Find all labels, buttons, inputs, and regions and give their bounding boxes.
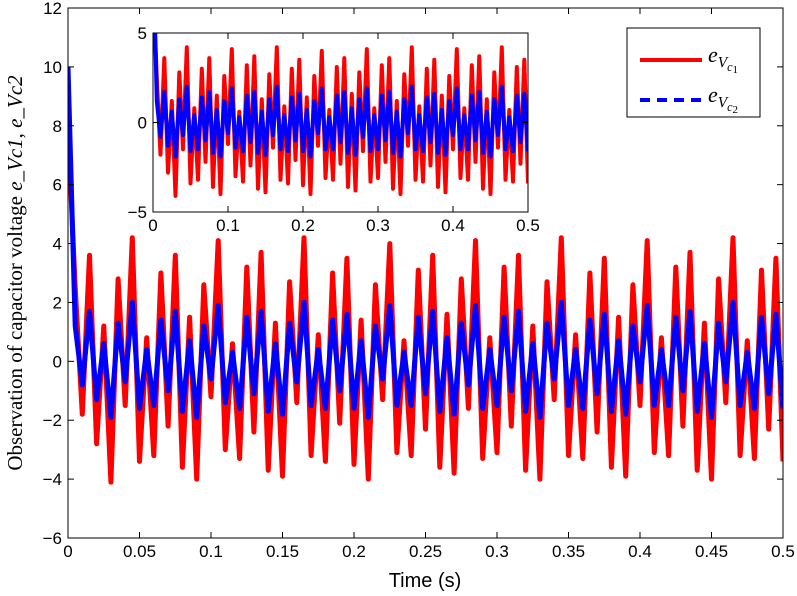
main-x-tick-label: 0.5 — [771, 542, 795, 561]
inset-x-tick-label: 0 — [148, 216, 157, 235]
main-y-tick-label: 6 — [53, 176, 62, 195]
inset-y-tick-label: 5 — [138, 24, 147, 43]
inset-x-tick-label: 0.1 — [216, 216, 240, 235]
y-axis-symbol-1: e_Vc1 — [3, 138, 27, 190]
main-x-tick-label: 0.35 — [552, 542, 585, 561]
main-y-tick-label: 12 — [43, 0, 62, 18]
y-axis-label-text: Observation of capacitor voltage — [3, 196, 27, 471]
main-x-tick-label: 0.45 — [695, 542, 728, 561]
main-y-tick-label: −6 — [43, 529, 62, 548]
y-axis-symbol-separator: , — [3, 128, 27, 139]
x-axis-label: Time (s) — [389, 570, 462, 592]
main-y-tick-label: −2 — [43, 411, 62, 430]
inset-plot — [153, 33, 528, 198]
inset-y-tick-label: −5 — [128, 203, 147, 222]
main-y-tick-label: 2 — [53, 293, 62, 312]
main-x-tick-label: 0.4 — [628, 542, 652, 561]
inset-x-tick-label: 0.2 — [291, 216, 315, 235]
legend-box — [626, 27, 761, 118]
main-x-tick-label: 0 — [63, 542, 72, 561]
main-plot — [68, 66, 783, 485]
main-x-tick-label: 0.2 — [342, 542, 366, 561]
main-x-tick-label: 0.1 — [199, 542, 223, 561]
main-y-tick-label: 10 — [43, 58, 62, 77]
y-axis-symbol-2: e_Vc2 — [3, 75, 27, 128]
axes: 0 0.05 0.1 0.15 0.2 0.25 0.3 0.35 0.4 0.45 0.5−6−4… — [43, 0, 795, 561]
legend-label: eVc1 — [708, 42, 738, 76]
series-line-e-vc2 — [68, 66, 783, 420]
y-axis-label: Observation of capacitor voltage e_Vc1, … — [3, 75, 27, 471]
main-y-tick-label: 0 — [53, 352, 62, 371]
series-line-e-vc2 — [153, 33, 528, 159]
main-x-tick-label: 0.05 — [123, 542, 156, 561]
legend: eVc1 eVc2 — [626, 27, 761, 118]
main-y-tick-label: 8 — [53, 117, 62, 136]
legend-label: eVc2 — [708, 82, 738, 116]
inset-x-tick-label: 0.3 — [366, 216, 390, 235]
inset-y-tick-label: 0 — [138, 114, 147, 133]
main-x-tick-label: 0.25 — [409, 542, 442, 561]
main-x-tick-label: 0.15 — [266, 542, 299, 561]
inset-x-tick-label: 0.5 — [516, 216, 540, 235]
main-x-tick-label: 0.3 — [485, 542, 509, 561]
main-y-tick-label: 4 — [53, 235, 62, 254]
inset-x-tick-label: 0.4 — [441, 216, 465, 235]
main-y-tick-label: −4 — [43, 470, 62, 489]
